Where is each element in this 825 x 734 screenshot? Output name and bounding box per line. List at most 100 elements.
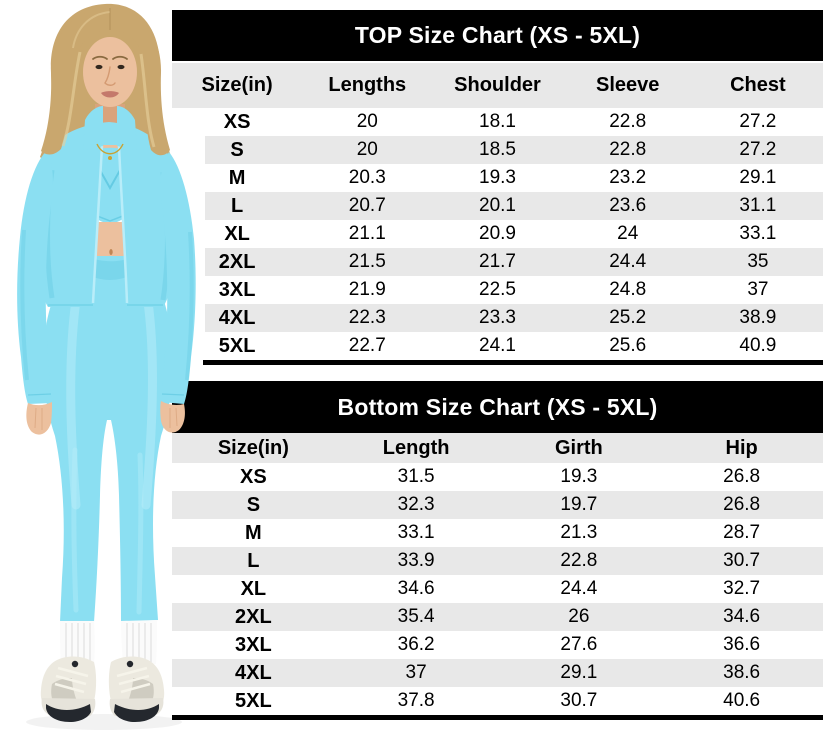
facial-features [92,55,128,98]
size-cell: 5XL [218,334,256,357]
value-cell: 21.5 [348,251,386,272]
value-cell: 37.8 [397,690,435,711]
value-cell: 21.7 [479,251,516,272]
size-cell: XL [240,577,267,600]
value-cell: 31.5 [397,466,435,487]
size-row-XL: XL 21.1 20.9 24 33.1 [172,220,823,248]
socks [60,620,157,665]
value-cell: 26.8 [723,466,761,487]
value-cell: 21.1 [348,223,386,244]
right-hand [160,401,185,433]
value-cell: 22.8 [560,550,598,571]
size-row-M: M 20.3 19.3 23.2 29.1 [172,164,823,192]
size-cell: S [246,493,261,516]
value-cell: 29.1 [739,167,777,188]
size-row-4XL: 4XL 22.3 23.3 25.2 38.9 [172,304,823,332]
size-cell: S [230,138,244,161]
value-cell: 21.9 [348,279,386,300]
necklace [96,143,124,160]
value-cell: 19.3 [560,466,598,487]
value-cell: 23.2 [609,167,647,188]
value-cell: 35 [747,251,769,272]
bottom-size-chart-title: Bottom Size Chart (XS - 5XL) [172,381,823,433]
top-size-chart-rows: XS 20 18.1 22.8 27.2 S 20 18.5 22.8 27.2 M 20.3 19.3… [172,108,823,360]
value-cell: 28.7 [723,522,761,543]
column-header: Girth [554,436,603,459]
value-cell: 18.5 [479,139,516,160]
navel [109,249,113,255]
column-header: Lengths [328,74,407,96]
size-row-5XL: 5XL 37.8 30.7 40.6 [172,687,823,715]
value-cell: 29.1 [560,662,598,683]
value-cell: 20.1 [479,195,516,216]
size-cell: XS [223,110,251,133]
value-cell: 20.3 [348,167,386,188]
value-cell: 20 [356,111,378,132]
size-row-2XL: 2XL 35.4 26 34.6 [172,603,823,631]
value-cell: 20.7 [348,195,386,216]
value-cell: 25.6 [609,335,647,356]
size-cell: 3XL [218,278,256,301]
value-cell: 36.2 [397,634,435,655]
size-cell: M [228,166,246,189]
top-size-chart-header: Size(in) Lengths Shoulder Sleeve Chest [172,63,823,108]
size-row-L: L 33.9 22.8 30.7 [172,547,823,575]
model-photo [17,3,196,730]
value-cell: 38.9 [739,307,777,328]
top-size-chart: TOP Size Chart (XS - 5XL) Size(in) Length… [172,10,823,365]
ground-shadow [26,714,182,730]
value-cell: 27.2 [739,111,777,132]
left-hand [26,402,52,435]
hair-front [41,8,170,156]
column-header: Size(in) [217,436,289,459]
size-cell: XS [240,465,267,488]
value-cell: 22.5 [479,279,516,300]
size-row-S: S 20 18.5 22.8 27.2 [172,136,823,164]
value-cell: 36.6 [723,634,761,655]
value-cell: 32.7 [723,578,761,599]
size-cell: 3XL [235,633,272,656]
value-cell: 34.6 [397,578,435,599]
jacket-collar [83,106,137,150]
value-cell: 22.8 [609,139,647,160]
size-row-3XL: 3XL 36.2 27.6 36.6 [172,631,823,659]
column-header: Shoulder [454,74,541,96]
size-row-3XL: 3XL 21.9 22.5 24.8 37 [172,276,823,304]
value-cell: 37 [405,662,427,683]
size-cell: XL [224,222,250,245]
value-cell: 37 [747,279,769,300]
size-cell: L [247,549,260,572]
bottom-size-chart-header: Size(in) Length Girth Hip [172,433,823,463]
column-header: Size(in) [201,74,273,96]
value-cell: 27.2 [739,139,777,160]
size-row-XL: XL 34.6 24.4 32.7 [172,575,823,603]
size-row-XS: XS 20 18.1 22.8 27.2 [172,108,823,136]
value-cell: 33.1 [739,223,777,244]
value-cell: 30.7 [560,690,598,711]
value-cell: 24.4 [560,578,598,599]
bottom-size-chart: Bottom Size Chart (XS - 5XL) Size(in) Len… [172,381,823,720]
face [83,37,137,107]
value-cell: 23.3 [479,307,516,328]
value-cell: 20 [356,139,378,160]
size-cell: L [230,194,244,217]
value-cell: 21.3 [560,522,598,543]
size-cell: 4XL [235,661,272,684]
size-row-4XL: 4XL 37 29.1 38.6 [172,659,823,687]
value-cell: 24.4 [609,251,647,272]
bottom-size-chart-rows: XS 31.5 19.3 26.8 S 32.3 19.7 26.8 M 33.1 21.3 28.7… [172,463,823,715]
value-cell: 22.3 [348,307,386,328]
value-cell: 24.8 [609,279,647,300]
size-cell: 5XL [235,689,272,712]
size-cell: 2XL [218,250,256,273]
size-row-M: M 33.1 21.3 28.7 [172,519,823,547]
value-cell: 22.7 [348,335,386,356]
leggings [43,256,173,622]
column-header: Hip [725,436,758,459]
value-cell: 31.1 [739,195,777,216]
size-row-XS: XS 31.5 19.3 26.8 [172,463,823,491]
value-cell: 19.7 [560,494,598,515]
value-cell: 32.3 [397,494,435,515]
value-cell: 40.6 [723,690,761,711]
